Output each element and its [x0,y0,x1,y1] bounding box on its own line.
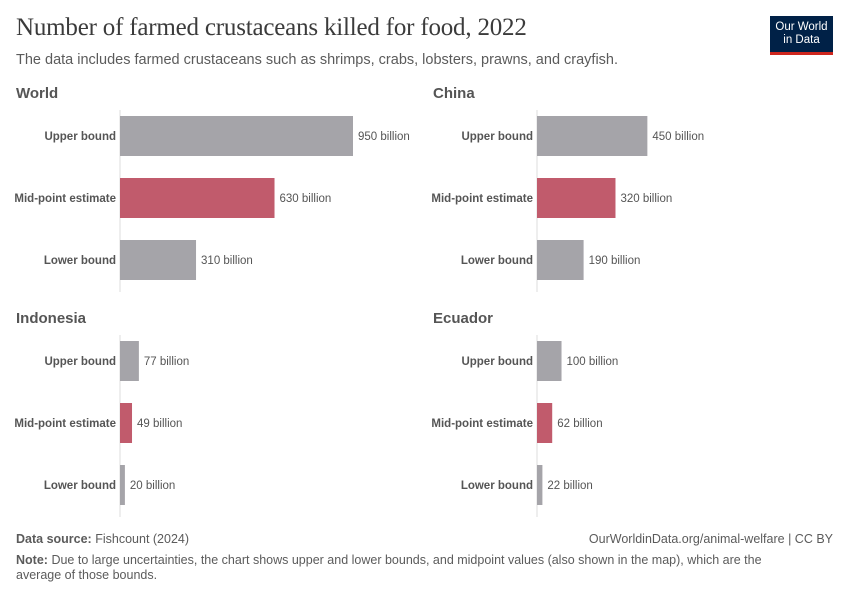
bar-ecuador-1[interactable] [537,403,553,443]
category-label: Lower bound [44,255,116,267]
note-text: Due to large uncertainties, the chart sh… [16,553,762,582]
bar-world-0[interactable] [120,116,353,156]
chart-note: Note: Due to large uncertainties, the ch… [16,553,796,583]
category-label: Lower bound [461,255,533,267]
logo-line-1: Our World [775,21,828,33]
category-label: Upper bound [44,356,116,368]
source-link[interactable]: Fishcount (2024) [95,532,190,546]
value-label: 320 billion [620,193,672,205]
chart-title: Number of farmed crustaceans killed for … [16,14,527,41]
value-label: 630 billion [280,193,332,205]
bar-world-2[interactable] [120,240,197,280]
logo-line-2: in Data [783,34,820,46]
value-label: 20 billion [130,480,175,492]
panel-title-china: China [433,85,475,102]
value-label: 77 billion [144,356,189,368]
panel-title-indonesia: Indonesia [16,310,87,327]
value-label: 49 billion [137,418,182,430]
category-label: Mid-point estimate [14,418,116,430]
value-label: 22 billion [547,480,592,492]
bar-ecuador-2[interactable] [537,465,543,505]
category-label: Lower bound [461,480,533,492]
category-label: Mid-point estimate [14,193,116,205]
category-label: Lower bound [44,480,116,492]
value-label: 62 billion [557,418,602,430]
category-label: Upper bound [461,131,533,143]
bar-indonesia-0[interactable] [120,341,139,381]
category-label: Mid-point estimate [431,193,533,205]
data-source: Data source: Fishcount (2024) [16,532,189,546]
bar-china-2[interactable] [537,240,584,280]
note-label: Note: [16,553,48,567]
value-label: 310 billion [201,255,253,267]
bar-china-1[interactable] [537,178,616,218]
value-label: 450 billion [652,131,704,143]
owid-logo[interactable]: Our World in Data [770,16,833,55]
bar-ecuador-0[interactable] [537,341,562,381]
bar-indonesia-2[interactable] [120,465,125,505]
bar-indonesia-1[interactable] [120,403,133,443]
category-label: Upper bound [44,131,116,143]
chart-subtitle: The data includes farmed crustaceans suc… [16,52,619,68]
value-label: 190 billion [589,255,641,267]
value-label: 950 billion [358,131,410,143]
source-label: Data source: [16,532,92,546]
panel-title-ecuador: Ecuador [433,310,493,327]
panel-title-world: World [16,85,58,102]
attribution-link[interactable]: OurWorldinData.org/animal-welfare | CC B… [588,532,833,546]
value-label: 100 billion [567,356,619,368]
bar-world-1[interactable] [120,178,275,218]
category-label: Mid-point estimate [431,418,533,430]
bar-china-0[interactable] [537,116,648,156]
category-label: Upper bound [461,356,533,368]
